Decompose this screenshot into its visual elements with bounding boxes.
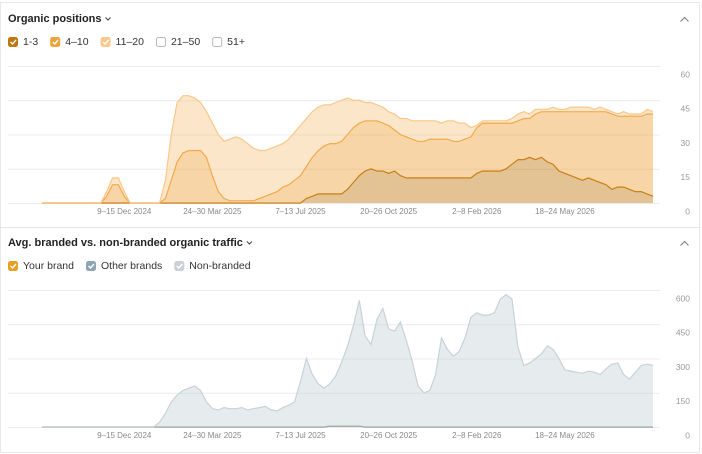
checkmark [10, 263, 17, 270]
x-tick-label: 20–26 Oct 2025 [360, 207, 417, 216]
x-tick-label: 24–30 Mar 2025 [183, 207, 242, 216]
legend-checkbox[interactable] [100, 37, 111, 47]
legend-label: Non-branded [189, 260, 250, 272]
x-tick-label: 2–8 Feb 2026 [452, 207, 502, 216]
area-line [42, 95, 654, 204]
y-tick-label: 0 [685, 430, 690, 440]
checkmark [176, 263, 183, 270]
chart-title: Avg. branded vs. non-branded organic tra… [8, 237, 243, 249]
legend-label: 1-3 [23, 36, 38, 48]
x-tick-label: 20–26 Oct 2025 [360, 431, 417, 440]
legend-checkbox[interactable] [50, 37, 61, 47]
y-tick-label: 30 [681, 138, 691, 148]
collapse-icon[interactable] [680, 16, 689, 22]
legend-label: 21–50 [171, 36, 200, 48]
x-tick-label: 9–15 Dec 2024 [97, 431, 152, 440]
legend-label: 4–10 [65, 36, 89, 48]
legend-label: 11–20 [116, 36, 145, 48]
legend-checkbox[interactable] [8, 37, 18, 47]
y-tick-label: 15 [681, 172, 691, 182]
area-line [42, 293, 654, 428]
chart-title: Organic positions [8, 13, 102, 25]
checkmark [52, 39, 59, 46]
area [42, 111, 653, 203]
x-tick-label: 7–13 Jul 2025 [275, 431, 326, 440]
y-tick-label: 60 [681, 69, 691, 79]
legend-label: Your brand [23, 260, 74, 272]
legend-label: Other brands [101, 260, 162, 272]
legend-checkbox[interactable] [155, 37, 166, 47]
x-tick-label: 7–13 Jul 2025 [275, 207, 326, 216]
x-tick-label: 24–30 Mar 2025 [183, 431, 242, 440]
area [42, 157, 653, 203]
legend-checkbox[interactable] [174, 261, 185, 271]
x-tick-label: 18–24 May 2026 [535, 431, 595, 440]
y-tick-label: 600 [676, 293, 690, 303]
checkmark [10, 39, 17, 46]
legend-checkbox[interactable] [86, 261, 96, 271]
x-tick-label: 18–24 May 2026 [535, 207, 595, 216]
y-tick-label: 300 [676, 362, 690, 372]
legend-checkbox[interactable] [212, 37, 223, 47]
checkmark [88, 263, 95, 270]
area [42, 294, 653, 427]
x-tick-label: 9–15 Dec 2024 [97, 207, 152, 216]
checkmark [102, 39, 110, 46]
legend-checkbox[interactable] [8, 261, 18, 271]
y-tick-label: 0 [685, 206, 690, 216]
dropdown-icon[interactable] [105, 17, 111, 21]
dropdown-icon[interactable] [246, 241, 253, 245]
y-tick-label: 450 [676, 328, 690, 338]
legend-label: 51+ [227, 36, 245, 48]
area [42, 95, 653, 203]
y-tick-label: 150 [676, 396, 690, 406]
x-tick-label: 2–8 Feb 2026 [452, 431, 502, 440]
collapse-icon[interactable] [680, 240, 689, 246]
y-tick-label: 45 [681, 104, 691, 114]
